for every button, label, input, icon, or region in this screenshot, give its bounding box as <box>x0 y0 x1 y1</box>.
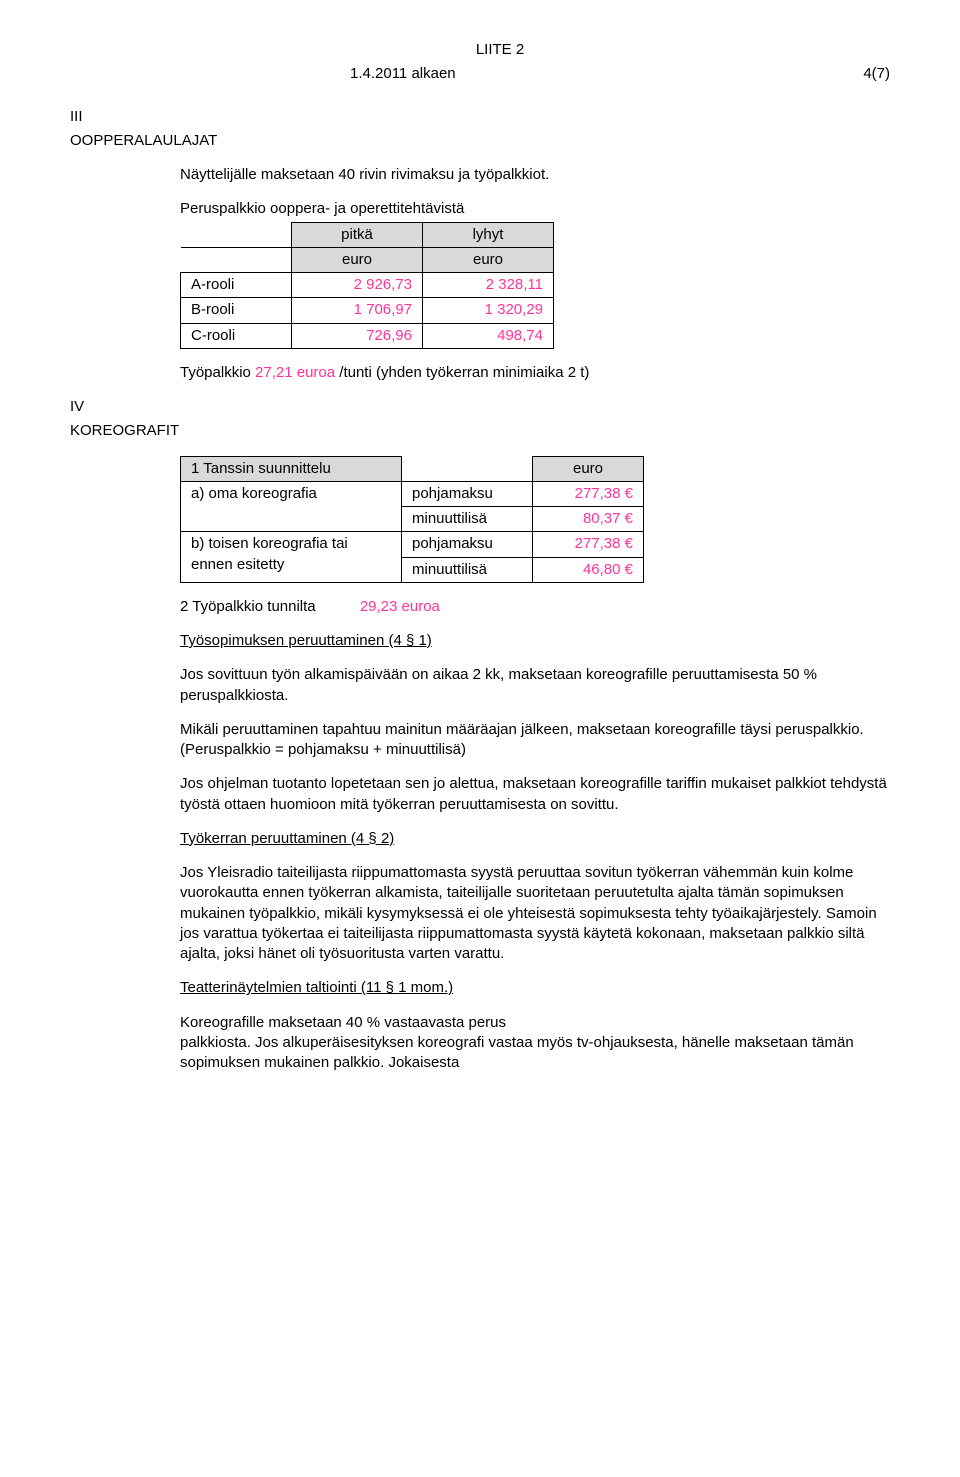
p5: Koreografille maksetaan 40 % vastaavasta… <box>180 1013 890 1033</box>
p3: Jos ohjelman tuotanto lopetetaan sen jo … <box>180 774 890 815</box>
koreografit-table: 1 Tanssin suunnittelu euro a) oma koreog… <box>180 456 644 583</box>
attachment-label: LIITE 2 <box>110 40 890 60</box>
section-3-title: OOPPERALAULAJAT <box>70 131 890 151</box>
col-euro: euro <box>423 247 554 272</box>
tp-post: /tunti (yhden työkerran minimiaika 2 t) <box>335 364 589 381</box>
section-3-num: III <box>70 107 890 127</box>
col-pitka: pitkä <box>292 222 423 247</box>
section-4-num: IV <box>70 397 890 417</box>
tp-val: 27,21 euroa <box>255 364 335 381</box>
row-label: C-rooli <box>181 323 292 348</box>
t2-h1: 1 Tanssin suunnittelu <box>181 456 402 481</box>
cell: pohjamaksu <box>402 481 533 506</box>
table-row: euro euro <box>181 247 554 272</box>
cell-value: 277,38 € <box>533 532 644 557</box>
h-teatteri: Teatterinäytelmien taltiointi (11 § 1 mo… <box>180 979 453 996</box>
oopperalaulajat-table: pitkä lyhyt euro euro A-rooli 2 926,73 2… <box>180 222 554 349</box>
section-4-title: KOREOGRAFIT <box>70 421 890 441</box>
p6: palkkiosta. Jos alkuperäisesityksen kore… <box>180 1033 890 1074</box>
p2: Mikäli peruuttaminen tapahtuu mainitun m… <box>180 720 890 761</box>
cell-value: 1 320,29 <box>423 298 554 323</box>
row-label: A-rooli <box>181 273 292 298</box>
row-label: B-rooli <box>181 298 292 323</box>
sec3-tyopalkkio: Työpalkkio 27,21 euroa /tunti (yhden työ… <box>180 363 890 383</box>
sec3-table-caption: Peruspalkkio ooppera- ja operettitehtävi… <box>180 199 890 219</box>
table-row: B-rooli 1 706,97 1 320,29 <box>181 298 554 323</box>
page-number: 4(7) <box>863 64 890 84</box>
cell-value: 277,38 € <box>533 481 644 506</box>
tp-pre: Työpalkkio <box>180 364 255 381</box>
cell-value: 1 706,97 <box>292 298 423 323</box>
cell: minuuttilisä <box>402 557 533 582</box>
p4: Jos Yleisradio taiteilijasta riippumatto… <box>180 863 890 964</box>
cell-value: 2 926,73 <box>292 273 423 298</box>
cell: minuuttilisä <box>402 507 533 532</box>
r-b-label: b) toisen koreografia tai ennen esitetty <box>181 532 402 583</box>
sec4-tyopalkkio: 2 Työpalkkio tunnilta 29,23 euroa <box>180 597 890 617</box>
table-row: pitkä lyhyt <box>181 222 554 247</box>
rb-l2: ennen esitetty <box>191 556 284 573</box>
header-row: 1.4.2011 alkaen 4(7) <box>110 64 890 84</box>
h-tyokerran: Työkerran peruuttaminen (4 § 2) <box>180 830 394 847</box>
table-row: 1 Tanssin suunnittelu euro <box>181 456 644 481</box>
sec3-intro: Näyttelijälle maksetaan 40 rivin rivimak… <box>180 165 890 185</box>
tp2-val: 29,23 euroa <box>360 598 440 615</box>
col-euro: euro <box>292 247 423 272</box>
p1: Jos sovittuun työn alkamispäivään on aik… <box>180 665 890 706</box>
t2-h3: euro <box>533 456 644 481</box>
cell-value: 726,96 <box>292 323 423 348</box>
cell-value: 46,80 € <box>533 557 644 582</box>
table-row: A-rooli 2 926,73 2 328,11 <box>181 273 554 298</box>
table-row: C-rooli 726,96 498,74 <box>181 323 554 348</box>
h-tyosop: Työsopimuksen peruuttaminen (4 § 1) <box>180 632 432 649</box>
col-lyhyt: lyhyt <box>423 222 554 247</box>
cell: pohjamaksu <box>402 532 533 557</box>
r-a-label: a) oma koreografia <box>181 481 402 532</box>
rb-l1: b) toisen koreografia tai <box>191 535 348 552</box>
cell-value: 2 328,11 <box>423 273 554 298</box>
tp2-pre: 2 Työpalkkio tunnilta <box>180 598 316 615</box>
cell-value: 498,74 <box>423 323 554 348</box>
table-row: b) toisen koreografia tai ennen esitetty… <box>181 532 644 557</box>
table-row: a) oma koreografia pohjamaksu 277,38 € <box>181 481 644 506</box>
cell-value: 80,37 € <box>533 507 644 532</box>
effective-date: 1.4.2011 alkaen <box>350 64 456 84</box>
